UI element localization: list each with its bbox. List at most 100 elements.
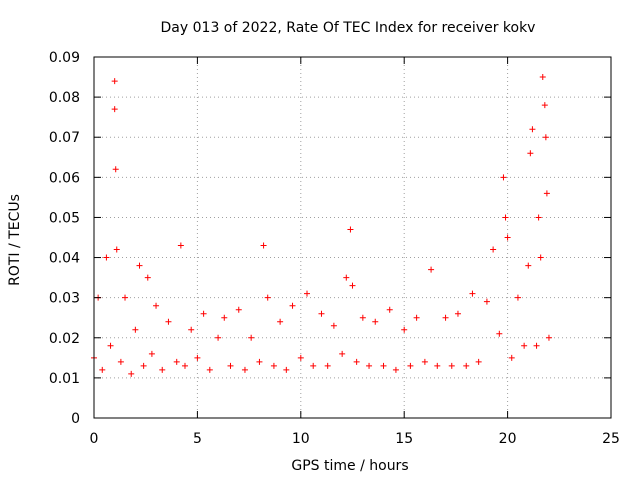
data-point bbox=[136, 262, 143, 269]
data-point bbox=[545, 334, 552, 341]
y-tick-label: 0.01 bbox=[49, 371, 80, 387]
data-point bbox=[256, 358, 263, 365]
x-tick-label: 5 bbox=[193, 431, 202, 447]
data-point bbox=[310, 362, 317, 369]
y-tick-label: 0.03 bbox=[49, 291, 80, 307]
data-point bbox=[188, 326, 195, 333]
data-point bbox=[343, 274, 350, 281]
y-tick-label: 0.07 bbox=[49, 130, 80, 146]
data-point bbox=[277, 318, 284, 325]
data-point bbox=[113, 246, 120, 253]
x-tick-label: 10 bbox=[292, 431, 310, 447]
data-point bbox=[221, 314, 228, 321]
data-point bbox=[529, 126, 536, 133]
data-point bbox=[324, 362, 331, 369]
data-point bbox=[215, 334, 222, 341]
data-point bbox=[241, 366, 248, 373]
data-point bbox=[483, 298, 490, 305]
data-point bbox=[372, 318, 379, 325]
y-tick-label: 0 bbox=[71, 411, 80, 427]
data-point bbox=[297, 354, 304, 361]
chart-title: Day 013 of 2022, Rate Of TEC Index for r… bbox=[161, 20, 536, 36]
data-point bbox=[401, 326, 408, 333]
grid-lines bbox=[94, 57, 611, 418]
data-point bbox=[535, 214, 542, 221]
data-point bbox=[413, 314, 420, 321]
data-point bbox=[227, 362, 234, 369]
data-point bbox=[463, 362, 470, 369]
data-point bbox=[140, 362, 147, 369]
data-point bbox=[527, 150, 534, 157]
data-point bbox=[159, 366, 166, 373]
y-tick-label: 0.08 bbox=[49, 90, 80, 106]
data-point bbox=[366, 362, 373, 369]
y-tick-label: 0.02 bbox=[49, 331, 80, 347]
data-point bbox=[469, 290, 476, 297]
data-point bbox=[514, 294, 521, 301]
plot-frame bbox=[93, 56, 612, 419]
data-point bbox=[428, 266, 435, 273]
data-point bbox=[330, 322, 337, 329]
data-point bbox=[500, 174, 507, 181]
data-point bbox=[533, 342, 540, 349]
data-point bbox=[264, 294, 271, 301]
data-point bbox=[448, 362, 455, 369]
y-tick-label: 0.04 bbox=[49, 251, 80, 267]
data-point bbox=[442, 314, 449, 321]
data-point bbox=[386, 306, 393, 313]
data-point bbox=[380, 362, 387, 369]
data-point bbox=[421, 358, 428, 365]
data-point bbox=[248, 334, 255, 341]
data-point bbox=[525, 262, 532, 269]
data-point bbox=[542, 134, 549, 141]
y-tick-label: 0.05 bbox=[49, 210, 80, 226]
y-tick-label: 0.06 bbox=[49, 170, 80, 186]
data-point bbox=[347, 226, 354, 233]
data-point bbox=[148, 350, 155, 357]
data-point bbox=[117, 358, 124, 365]
data-point bbox=[128, 370, 135, 377]
data-point bbox=[475, 358, 482, 365]
data-point bbox=[111, 78, 118, 85]
data-point bbox=[181, 362, 188, 369]
data-point bbox=[359, 314, 366, 321]
data-point bbox=[434, 362, 441, 369]
data-point bbox=[541, 102, 548, 109]
data-point bbox=[539, 74, 546, 81]
data-point bbox=[173, 358, 180, 365]
data-point bbox=[260, 242, 267, 249]
data-point bbox=[490, 246, 497, 253]
data-point bbox=[107, 342, 114, 349]
data-point bbox=[99, 366, 106, 373]
data-point bbox=[502, 214, 509, 221]
x-axis-label: GPS time / hours bbox=[291, 458, 408, 474]
data-point bbox=[392, 366, 399, 373]
data-point bbox=[111, 106, 118, 113]
data-point bbox=[177, 242, 184, 249]
data-point bbox=[235, 306, 242, 313]
data-point bbox=[543, 190, 550, 197]
data-point bbox=[454, 310, 461, 317]
data-point bbox=[521, 342, 528, 349]
x-tick-label: 25 bbox=[602, 431, 620, 447]
data-point bbox=[122, 294, 129, 301]
data-point bbox=[339, 350, 346, 357]
data-point bbox=[206, 366, 213, 373]
y-tick-label: 0.09 bbox=[49, 50, 80, 66]
data-point bbox=[537, 254, 544, 261]
data-point bbox=[200, 310, 207, 317]
data-point bbox=[318, 310, 325, 317]
data-point bbox=[289, 302, 296, 309]
x-tick-label: 15 bbox=[395, 431, 413, 447]
x-tick-label: 0 bbox=[90, 431, 99, 447]
data-point bbox=[304, 290, 311, 297]
data-point bbox=[353, 358, 360, 365]
data-point bbox=[165, 318, 172, 325]
data-point bbox=[153, 302, 160, 309]
data-point bbox=[144, 274, 151, 281]
data-point bbox=[132, 326, 139, 333]
data-point bbox=[112, 166, 119, 173]
axis-ticks: 0 5 10 15 20 25 0 0.01 0.02 0.03 0.04 0.05 0.06 0.07 0… bbox=[49, 50, 620, 447]
data-point bbox=[349, 282, 356, 289]
